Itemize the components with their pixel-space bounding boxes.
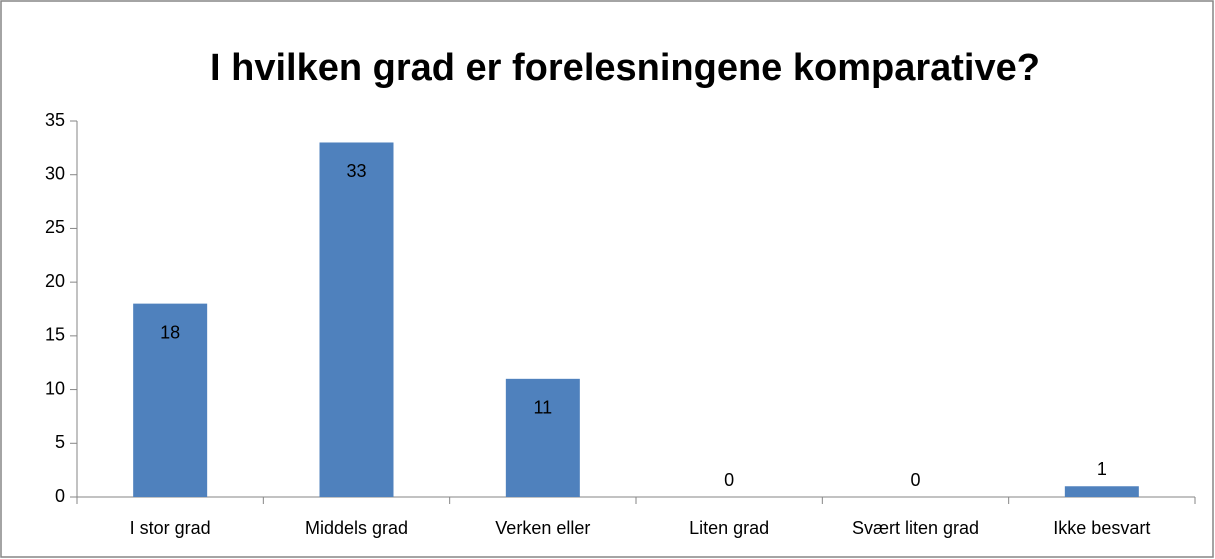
- data-label: 0: [910, 470, 920, 490]
- x-tick-label: Svært liten grad: [852, 518, 979, 538]
- y-tick-label: 15: [45, 325, 65, 345]
- chart-title: I hvilken grad er forelesningene kompara…: [210, 47, 1040, 89]
- x-tick-label: Ikke besvart: [1053, 518, 1150, 538]
- y-tick-label: 0: [55, 486, 65, 506]
- bar: [505, 378, 580, 497]
- y-tick-label: 30: [45, 163, 65, 183]
- bar: [133, 303, 208, 497]
- x-tick-label: Middels grad: [305, 518, 408, 538]
- x-tick-label: I stor grad: [130, 518, 211, 538]
- data-label: 11: [533, 398, 552, 418]
- data-label: 1: [1097, 459, 1107, 479]
- y-tick-label: 5: [55, 432, 65, 452]
- y-tick-label: 20: [45, 271, 65, 291]
- data-label: 33: [346, 161, 366, 181]
- bar: [319, 142, 394, 497]
- x-tick-label: Verken eller: [495, 518, 590, 538]
- y-tick-label: 35: [45, 110, 65, 130]
- bar: [1064, 486, 1139, 497]
- y-tick-label: 25: [45, 217, 65, 237]
- x-tick-label: Liten grad: [689, 518, 769, 538]
- y-tick-label: 10: [45, 378, 65, 398]
- data-label: 0: [724, 470, 734, 490]
- data-label: 18: [160, 322, 180, 342]
